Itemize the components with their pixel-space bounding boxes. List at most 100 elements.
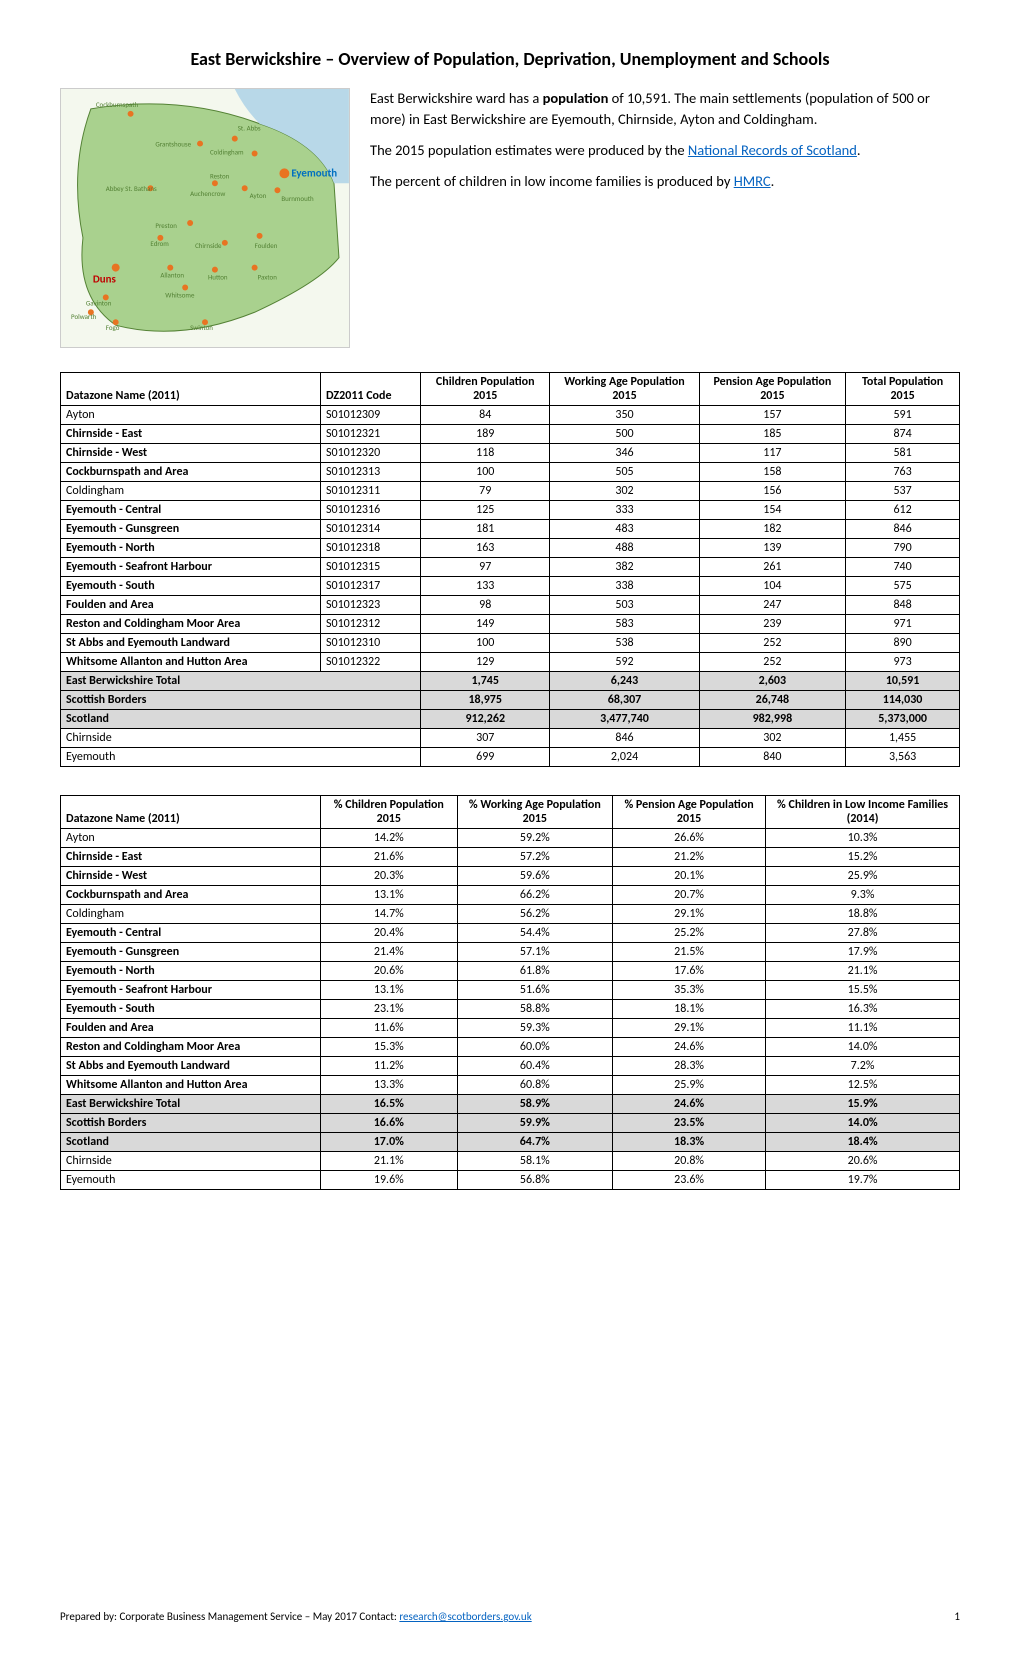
- cell-name: Eyemouth - North: [61, 539, 321, 558]
- cell-total: 790: [846, 539, 960, 558]
- cell-pct-children: 21.6%: [321, 848, 458, 867]
- cell-pct-pension: 18.3%: [613, 1133, 766, 1152]
- cell-children: 118: [421, 444, 550, 463]
- table-row: Ayton14.2%59.2%26.6%10.3%: [61, 829, 960, 848]
- cell-name: Foulden and Area: [61, 1019, 321, 1038]
- cell-pct-children: 16.5%: [321, 1095, 458, 1114]
- cell-pct-working: 51.6%: [457, 981, 612, 1000]
- table-row: Eyemouth - SouthS01012317133338104575: [61, 577, 960, 596]
- page-title: East Berwickshire – Overview of Populati…: [60, 48, 960, 70]
- footer-text: Prepared by: Corporate Business Manageme…: [60, 1610, 532, 1623]
- table-row: Reston and Coldingham Moor Area15.3%60.0…: [61, 1038, 960, 1057]
- col-code: DZ2011 Code: [321, 373, 421, 406]
- table-row: AytonS0101230984350157591: [61, 406, 960, 425]
- cell-pension: 247: [699, 596, 846, 615]
- footer-email-link[interactable]: research@scotborders.gov.uk: [399, 1610, 531, 1623]
- cell-name: Scottish Borders: [61, 691, 421, 710]
- cell-code: S01012312: [321, 615, 421, 634]
- cell-pct-children: 13.1%: [321, 981, 458, 1000]
- table-total-row: Scottish Borders18,97568,30726,748114,03…: [61, 691, 960, 710]
- svg-text:Cockburnspath: Cockburnspath: [96, 100, 139, 109]
- svg-text:Hutton: Hutton: [208, 273, 228, 282]
- cell-pct-lowincome: 14.0%: [766, 1114, 960, 1133]
- intro-p1-bold: population: [543, 89, 609, 107]
- cell-total: 612: [846, 501, 960, 520]
- cell-children: 307: [421, 729, 550, 748]
- cell-total: 848: [846, 596, 960, 615]
- intro-p2-b: .: [857, 141, 861, 159]
- cell-working: 68,307: [550, 691, 699, 710]
- cell-pct-pension: 20.7%: [613, 886, 766, 905]
- table-row: Eyemouth - South23.1%58.8%18.1%16.3%: [61, 1000, 960, 1019]
- cell-pct-working: 59.2%: [457, 829, 612, 848]
- col-pct-pension: % Pension Age Population 2015: [613, 796, 766, 829]
- table-row: Foulden and AreaS0101232398503247848: [61, 596, 960, 615]
- cell-pct-pension: 21.2%: [613, 848, 766, 867]
- cell-code: S01012311: [321, 482, 421, 501]
- cell-working: 2,024: [550, 748, 699, 767]
- svg-text:Fogo: Fogo: [106, 323, 120, 332]
- cell-pct-lowincome: 18.4%: [766, 1133, 960, 1152]
- cell-pct-children: 14.7%: [321, 905, 458, 924]
- cell-name: East Berwickshire Total: [61, 1095, 321, 1114]
- cell-pct-pension: 23.6%: [613, 1171, 766, 1190]
- cell-total: 591: [846, 406, 960, 425]
- cell-name: Eyemouth: [61, 1171, 321, 1190]
- cell-pct-working: 54.4%: [457, 924, 612, 943]
- col-datazone: Datazone Name (2011): [61, 373, 321, 406]
- table-row: Foulden and Area11.6%59.3%29.1%11.1%: [61, 1019, 960, 1038]
- cell-pct-lowincome: 18.8%: [766, 905, 960, 924]
- nrs-link[interactable]: National Records of Scotland: [688, 141, 857, 159]
- cell-pension: 261: [699, 558, 846, 577]
- cell-pension: 117: [699, 444, 846, 463]
- cell-pct-children: 20.3%: [321, 867, 458, 886]
- svg-text:Auchencrow: Auchencrow: [190, 189, 225, 198]
- cell-name: Reston and Coldingham Moor Area: [61, 1038, 321, 1057]
- cell-pension: 982,998: [699, 710, 846, 729]
- cell-code: S01012322: [321, 653, 421, 672]
- table-row: Eyemouth - Seafront Harbour13.1%51.6%35.…: [61, 981, 960, 1000]
- svg-text:Reston: Reston: [210, 171, 230, 180]
- svg-text:Ayton: Ayton: [250, 191, 267, 200]
- cell-pct-working: 59.6%: [457, 867, 612, 886]
- cell-total: 3,563: [846, 748, 960, 767]
- cell-children: 84: [421, 406, 550, 425]
- cell-working: 350: [550, 406, 699, 425]
- cell-pct-lowincome: 16.3%: [766, 1000, 960, 1019]
- cell-pct-lowincome: 21.1%: [766, 962, 960, 981]
- cell-name: Scotland: [61, 1133, 321, 1152]
- table-row: Chirnside - WestS01012320118346117581: [61, 444, 960, 463]
- cell-total: 874: [846, 425, 960, 444]
- cell-name: St Abbs and Eyemouth Landward: [61, 1057, 321, 1076]
- table-total-row: Scotland17.0%64.7%18.3%18.4%: [61, 1133, 960, 1152]
- cell-total: 1,455: [846, 729, 960, 748]
- cell-name: Eyemouth - Gunsgreen: [61, 943, 321, 962]
- cell-children: 133: [421, 577, 550, 596]
- cell-pension: 252: [699, 634, 846, 653]
- col-pension: Pension Age Population 2015: [699, 373, 846, 406]
- cell-name: Chirnside: [61, 729, 421, 748]
- cell-name: Chirnside - West: [61, 867, 321, 886]
- intro-p3-b: .: [771, 172, 775, 190]
- col-children: Children Population 2015: [421, 373, 550, 406]
- cell-pct-working: 60.0%: [457, 1038, 612, 1057]
- cell-pension: 104: [699, 577, 846, 596]
- hmrc-link[interactable]: HMRC: [734, 172, 771, 190]
- cell-pct-lowincome: 19.7%: [766, 1171, 960, 1190]
- cell-pct-lowincome: 9.3%: [766, 886, 960, 905]
- cell-working: 846: [550, 729, 699, 748]
- cell-pct-working: 64.7%: [457, 1133, 612, 1152]
- cell-pension: 302: [699, 729, 846, 748]
- cell-total: 537: [846, 482, 960, 501]
- intro-section: Eyemouth Duns Cockburnspath St. Abb: [60, 88, 960, 348]
- cell-name: Eyemouth: [61, 748, 421, 767]
- cell-pct-working: 60.4%: [457, 1057, 612, 1076]
- cell-pension: 156: [699, 482, 846, 501]
- cell-pct-pension: 24.6%: [613, 1038, 766, 1057]
- cell-pct-working: 60.8%: [457, 1076, 612, 1095]
- svg-text:Whitsome: Whitsome: [165, 290, 195, 299]
- table-total-row: East Berwickshire Total1,7456,2432,60310…: [61, 672, 960, 691]
- cell-total: 890: [846, 634, 960, 653]
- table-row: Eyemouth - Gunsgreen21.4%57.1%21.5%17.9%: [61, 943, 960, 962]
- cell-name: Eyemouth - North: [61, 962, 321, 981]
